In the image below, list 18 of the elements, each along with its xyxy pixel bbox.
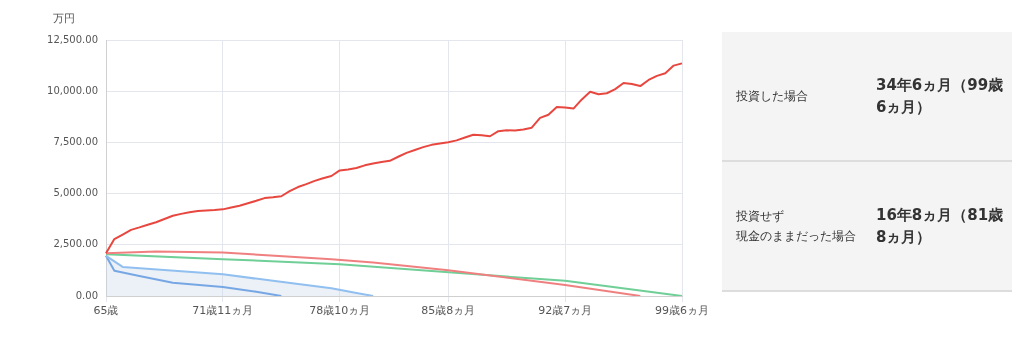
y-tick-label: 12,500.00: [47, 33, 98, 45]
text: 16年8ヵ月（81歳8ヵ月）: [876, 205, 1005, 248]
x-tick-label: 71歳11ヵ月: [192, 304, 254, 318]
text: 現金のままだった場合: [736, 228, 857, 245]
text: 34年6ヵ月（99歳6ヵ月）: [876, 75, 1005, 118]
y-tick-label: 0.00: [75, 289, 98, 301]
x-tick-label: 99歳6ヵ月: [655, 304, 709, 318]
y-tick-label: 2,500.00: [53, 238, 98, 250]
text: 投資せず: [736, 208, 785, 225]
x-tick-label: 65歳: [93, 304, 119, 318]
y-tick-label: 10,000.00: [47, 84, 98, 96]
text: 投資した場合: [736, 88, 809, 105]
y-axis-title: 万円: [53, 12, 75, 25]
x-tick-label: 92歳7ヵ月: [538, 304, 593, 318]
x-tick-label: 85歳8ヵ月: [421, 304, 476, 318]
y-tick-label: 7,500.00: [53, 135, 98, 147]
y-tick-label: 5,000.00: [53, 187, 98, 199]
x-tick-label: 78歳10ヵ月: [309, 304, 371, 318]
